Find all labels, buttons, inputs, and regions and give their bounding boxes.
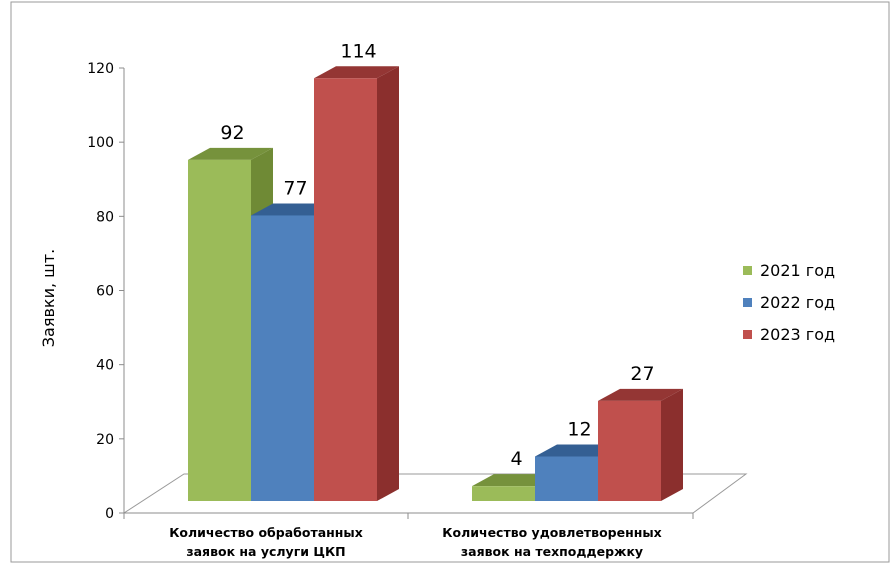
category-label-line: заявок на техподдержку	[461, 544, 643, 559]
y-tick-label: 80	[96, 209, 114, 225]
chart-border	[10, 1, 890, 563]
bar-top	[188, 147, 273, 160]
bar-front	[314, 78, 377, 501]
legend-label: 2022 год	[760, 293, 835, 312]
bar-1-2	[598, 388, 683, 501]
data-label: 27	[630, 363, 654, 385]
bar-side	[661, 388, 683, 501]
y-tick-label: 0	[105, 506, 114, 522]
y-axis-label: Заявки, шт.	[39, 249, 58, 347]
legend-swatch	[743, 298, 752, 307]
data-label: 12	[567, 419, 591, 441]
data-label: 114	[340, 40, 376, 62]
data-label: 92	[220, 122, 244, 144]
category-label: Количество обработанных заявок на услуги …	[169, 525, 363, 559]
data-label: 77	[283, 177, 307, 199]
legend-swatch	[743, 266, 752, 275]
bar-front	[472, 486, 535, 501]
bar-top	[598, 388, 683, 401]
y-tick-label: 40	[96, 358, 114, 374]
bar-front	[598, 400, 661, 501]
data-labels: 92 77 114 4 12 27	[220, 40, 654, 470]
bar-front	[251, 215, 314, 502]
data-label: 4	[510, 448, 522, 470]
bar-0-2	[314, 66, 399, 501]
y-tick-label: 20	[96, 432, 114, 448]
bar-front	[188, 159, 251, 502]
bar-side	[377, 66, 399, 501]
bar-top	[314, 66, 399, 79]
bars	[188, 66, 683, 502]
category-label-line: заявок на услуги ЦКП	[186, 544, 345, 559]
legend-label: 2023 год	[760, 325, 835, 344]
y-axis-ticks: 0 20 40 60 80 100 120	[87, 61, 694, 522]
bar-front	[535, 456, 598, 501]
category-label-line: Количество обработанных	[169, 525, 363, 540]
y-tick-label: 120	[87, 61, 114, 77]
legend-swatch	[743, 330, 752, 339]
y-tick-label: 100	[87, 135, 114, 151]
y-tick-label: 60	[96, 284, 114, 300]
category-labels: Количество обработанных заявок на услуги …	[169, 525, 662, 559]
legend-label: 2021 год	[760, 261, 835, 280]
legend: 2021 год 2022 год 2023 год	[743, 261, 835, 344]
category-label: Количество удовлетворенных заявок на техп…	[442, 525, 661, 559]
category-label-line: Количество удовлетворенных	[442, 525, 661, 540]
